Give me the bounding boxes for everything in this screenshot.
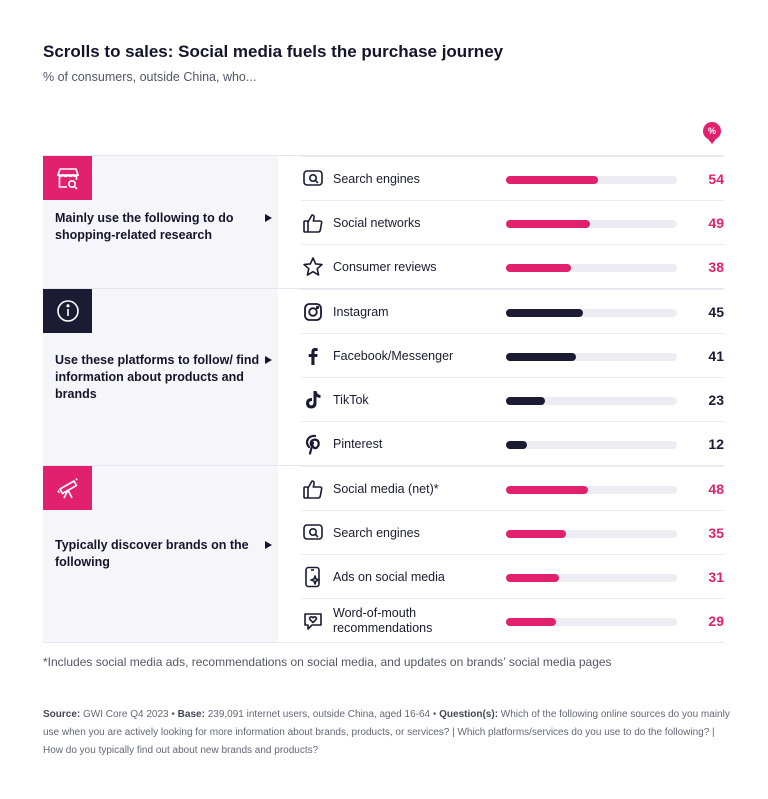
- chart-group-2: Use these platforms to follow/ find info…: [43, 288, 724, 465]
- page-subtitle: % of consumers, outside China, who...: [43, 70, 257, 84]
- bar: [506, 397, 546, 405]
- group-label: Mainly use the following to do shopping-…: [55, 211, 234, 242]
- bar-label: Social networks: [333, 215, 421, 230]
- bar-label: Facebook/Messenger: [333, 348, 454, 363]
- thumbs-up-icon: [301, 477, 325, 501]
- bar-value: 31: [708, 569, 724, 585]
- group-panel: Typically discover brands on the followi…: [43, 466, 278, 642]
- bar-track: [506, 176, 677, 184]
- bar: [506, 530, 566, 538]
- bar: [506, 441, 527, 449]
- chart-sections: Mainly use the following to do shopping-…: [43, 155, 724, 643]
- source-note: Source: GWI Core Q4 2023 • Base: 239,091…: [43, 706, 733, 760]
- bar: [506, 264, 571, 272]
- bar-label: Search engines: [333, 525, 420, 540]
- source-label: Source:: [43, 709, 81, 720]
- group-label: Typically discover brands on the followi…: [55, 538, 249, 569]
- bar-row: Instagram 45: [301, 289, 724, 333]
- bar-label: Pinterest: [333, 436, 383, 451]
- phone-sparkle-icon: [301, 565, 325, 589]
- base-label: Base:: [177, 709, 205, 720]
- bar-track: [506, 530, 677, 538]
- bar-track: [506, 353, 677, 361]
- bar-label: Ads on social media: [333, 569, 445, 584]
- bar-value: 38: [708, 259, 724, 275]
- pinterest-icon: [301, 432, 325, 456]
- bar-row: TikTok 23: [301, 377, 724, 421]
- percent-badge: %: [703, 122, 721, 144]
- bar-row: Ads on social media 31: [301, 554, 724, 598]
- bar-value: 29: [708, 613, 724, 629]
- info-icon: [43, 289, 92, 333]
- bar-row: Word-of-mouth recommendations 29: [301, 598, 724, 642]
- bar-track: [506, 574, 677, 582]
- question-text: Which of the following online sources do…: [43, 709, 730, 756]
- bar-row: Facebook/Messenger 41: [301, 333, 724, 377]
- bar-value: 41: [708, 348, 724, 364]
- facebook-icon: [301, 344, 325, 368]
- telescope-icon: [43, 466, 92, 510]
- bar-value: 45: [708, 304, 724, 320]
- bar-row: Social networks 49: [301, 200, 724, 244]
- bar-label: Search engines: [333, 171, 420, 186]
- bar: [506, 574, 559, 582]
- page-title: Scrolls to sales: Social media fuels the…: [43, 42, 504, 61]
- star-icon: [301, 255, 325, 279]
- bar-row: Search engines 35: [301, 510, 724, 554]
- chart-group-1: Mainly use the following to do shopping-…: [43, 155, 724, 288]
- bar-label: Consumer reviews: [333, 259, 437, 274]
- group-arrow-icon: [265, 355, 272, 364]
- search-engine-icon: [301, 167, 325, 191]
- bar-row: Consumer reviews 38: [301, 244, 724, 288]
- bar-track: [506, 309, 677, 317]
- group-arrow-icon: [265, 541, 272, 549]
- bar: [506, 618, 556, 626]
- shop-search-icon: [43, 156, 92, 200]
- bar-track: [506, 397, 677, 405]
- bar: [506, 309, 583, 317]
- tiktok-icon: [301, 388, 325, 412]
- bar-track: [506, 618, 677, 626]
- bar-row: Social media (net)* 48: [301, 466, 724, 510]
- heart-chat-icon: [301, 609, 325, 633]
- bar-value: 48: [708, 481, 724, 497]
- base-text: 239,091 internet users, outside China, a…: [204, 709, 440, 720]
- bar-value: 35: [708, 525, 724, 541]
- bar-track: [506, 264, 677, 272]
- thumbs-up-icon: [301, 211, 325, 235]
- bar-label: Instagram: [333, 304, 389, 319]
- bar: [506, 176, 599, 184]
- bar-row: Search engines 54: [301, 156, 724, 200]
- chart-group-3: Typically discover brands on the followi…: [43, 465, 724, 643]
- group-arrow-icon: [265, 214, 272, 222]
- instagram-icon: [301, 300, 325, 324]
- bar-value: 23: [708, 392, 724, 408]
- bar-label: TikTok: [333, 392, 369, 407]
- bar: [506, 353, 577, 361]
- footnote: *Includes social media ads, recommendati…: [43, 655, 612, 669]
- bar-row: Pinterest 12: [301, 421, 724, 465]
- group-label: Use these platforms to follow/ find info…: [55, 352, 260, 401]
- bar-track: [506, 486, 677, 494]
- bar-label: Word-of-mouth recommendations: [333, 606, 433, 635]
- question-label: Question(s):: [439, 709, 499, 720]
- group-panel: Use these platforms to follow/ find info…: [43, 289, 278, 465]
- bar: [506, 220, 590, 228]
- bar: [506, 486, 589, 494]
- search-engine-icon: [301, 521, 325, 545]
- bar-label: Social media (net)*: [333, 481, 439, 496]
- bar-track: [506, 220, 677, 228]
- bar-track: [506, 441, 677, 449]
- bar-value: 54: [708, 171, 724, 187]
- bar-value: 12: [708, 436, 724, 452]
- source-text: GWI Core Q4 2023 •: [80, 709, 178, 720]
- group-panel: Mainly use the following to do shopping-…: [43, 156, 278, 288]
- bar-value: 49: [708, 215, 724, 231]
